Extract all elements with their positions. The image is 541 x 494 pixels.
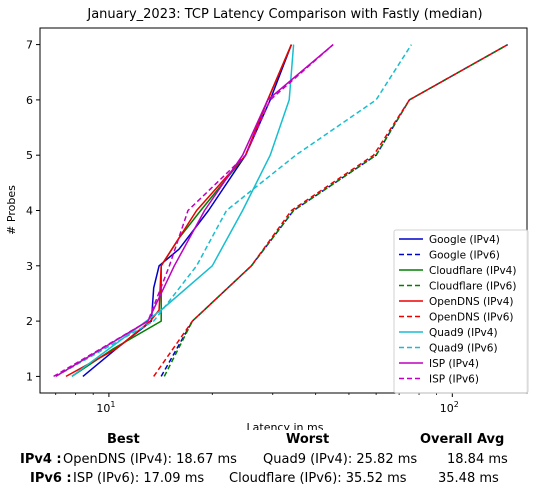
legend-label: OpenDNS (IPv4) <box>429 296 514 308</box>
summary-ipv4-worst: Quad9 (IPv4): 25.82 ms <box>263 452 418 467</box>
legend-label: Google (IPv4) <box>429 234 500 246</box>
summary-ipv6-best: ISP (IPv6): 17.09 ms <box>73 471 205 486</box>
legend: Google (IPv4) Google (IPv6) Cloudflare (IP… <box>393 229 529 394</box>
legend-label: ISP (IPv6) <box>429 374 479 386</box>
x-tick-label: 102 <box>440 400 459 415</box>
series-line-8 <box>55 44 334 378</box>
y-tick-label: 7 <box>26 39 33 52</box>
series-lines <box>53 43 509 378</box>
summary-header-avg: Overall Avg <box>420 432 505 447</box>
latency-chart: January_2023: TCP Latency Comparison wit… <box>5 7 529 430</box>
summary-ipv4-best: OpenDNS (IPv4): 18.67 ms <box>63 452 237 467</box>
series-line-9 <box>53 44 334 378</box>
legend-label: Cloudflare (IPv6) <box>429 281 516 293</box>
series-line-6 <box>71 44 295 378</box>
legend-label: OpenDNS (IPv6) <box>429 312 514 324</box>
legend-box <box>393 229 529 394</box>
chart-title: January_2023: TCP Latency Comparison wit… <box>86 7 482 22</box>
series-line-7 <box>55 44 413 378</box>
summary-ipv4-avg: 18.84 ms <box>447 452 508 467</box>
legend-label: Google (IPv6) <box>429 250 500 262</box>
legend-label: Quad9 (IPv6) <box>429 343 498 355</box>
summary-header-best: Best <box>107 432 140 447</box>
y-tick-label: 2 <box>26 315 33 328</box>
series-line-4 <box>65 44 293 378</box>
y-tick-label: 4 <box>26 205 33 218</box>
y-tick-label: 3 <box>26 260 33 273</box>
x-axis-label: Latency in ms <box>247 421 324 430</box>
summary-header-worst: Worst <box>286 432 330 447</box>
summary-ipv6-worst: Cloudflare (IPv6): 35.52 ms <box>229 471 407 486</box>
y-tick-label: 6 <box>26 94 33 107</box>
legend-label: Cloudflare (IPv4) <box>429 265 516 277</box>
summary-ipv6-label: IPv6 : <box>30 471 72 486</box>
legend-label: ISP (IPv4) <box>429 358 479 370</box>
summary-ipv4-label: IPv4 : <box>20 452 62 467</box>
series-line-3 <box>163 43 509 377</box>
summary-ipv6-avg: 35.48 ms <box>438 471 499 486</box>
y-axis-label: # Probes <box>5 185 18 235</box>
legend-label: Quad9 (IPv4) <box>429 327 498 339</box>
series-line-5 <box>153 43 509 377</box>
y-tick-label: 5 <box>26 149 33 162</box>
axis-ticks: 1 2 3 4 5 6 7 101 102 <box>26 39 459 415</box>
x-tick-label: 101 <box>96 400 115 415</box>
y-tick-label: 1 <box>26 370 33 383</box>
